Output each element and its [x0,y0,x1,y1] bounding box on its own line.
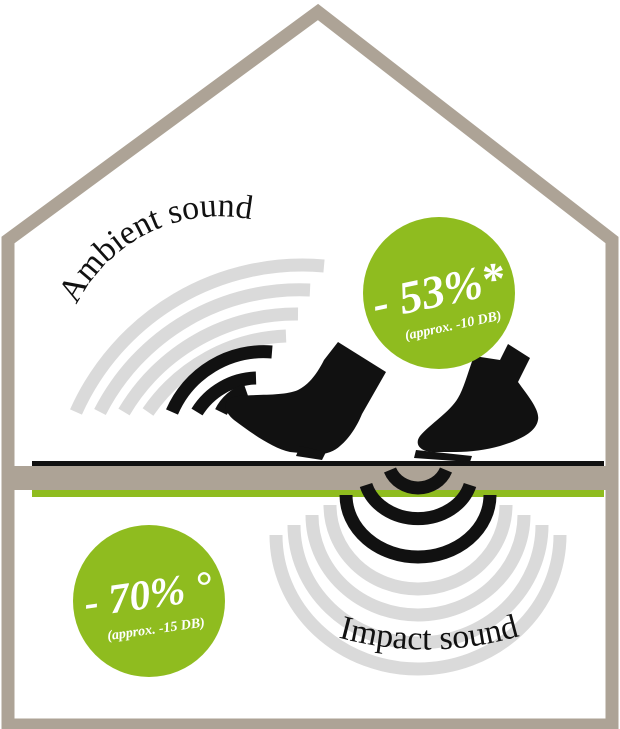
impact-wave-light [269,534,567,676]
ambient-wave-dark [191,371,257,416]
impact-wave-light [287,524,549,650]
ambient-wave-light [118,307,299,416]
impact-reduction-badge: - 70% ° (approx. -15 DB) [73,525,225,677]
left-boot-icon [225,342,386,460]
floor-slab [12,466,608,490]
ambient-sound-waves [70,258,325,416]
impact-sound-waves [269,467,567,676]
ambient-reduction-badge: - 53%* (approx. -10 DB) [363,217,515,369]
ambient-wave-dark [166,345,273,415]
impact-wave-dark [339,494,497,564]
impact-badge-circle [73,525,225,677]
right-boot-icon [414,344,539,462]
underlay-line [32,490,604,497]
ambient-badge-circle [363,217,515,369]
ambient-wave-light [142,329,287,416]
ambient-wave-light [94,283,311,415]
house-frame [1,3,619,729]
ambient-sound-label: Ambient sound [51,187,255,309]
impact-wave-dark [383,467,453,495]
impact-wave-dark [359,482,477,526]
impact-wave-light [323,504,513,596]
floor-covering-line [32,461,604,466]
ambient-wave-light [70,258,325,415]
impact-wave-light [305,514,531,622]
